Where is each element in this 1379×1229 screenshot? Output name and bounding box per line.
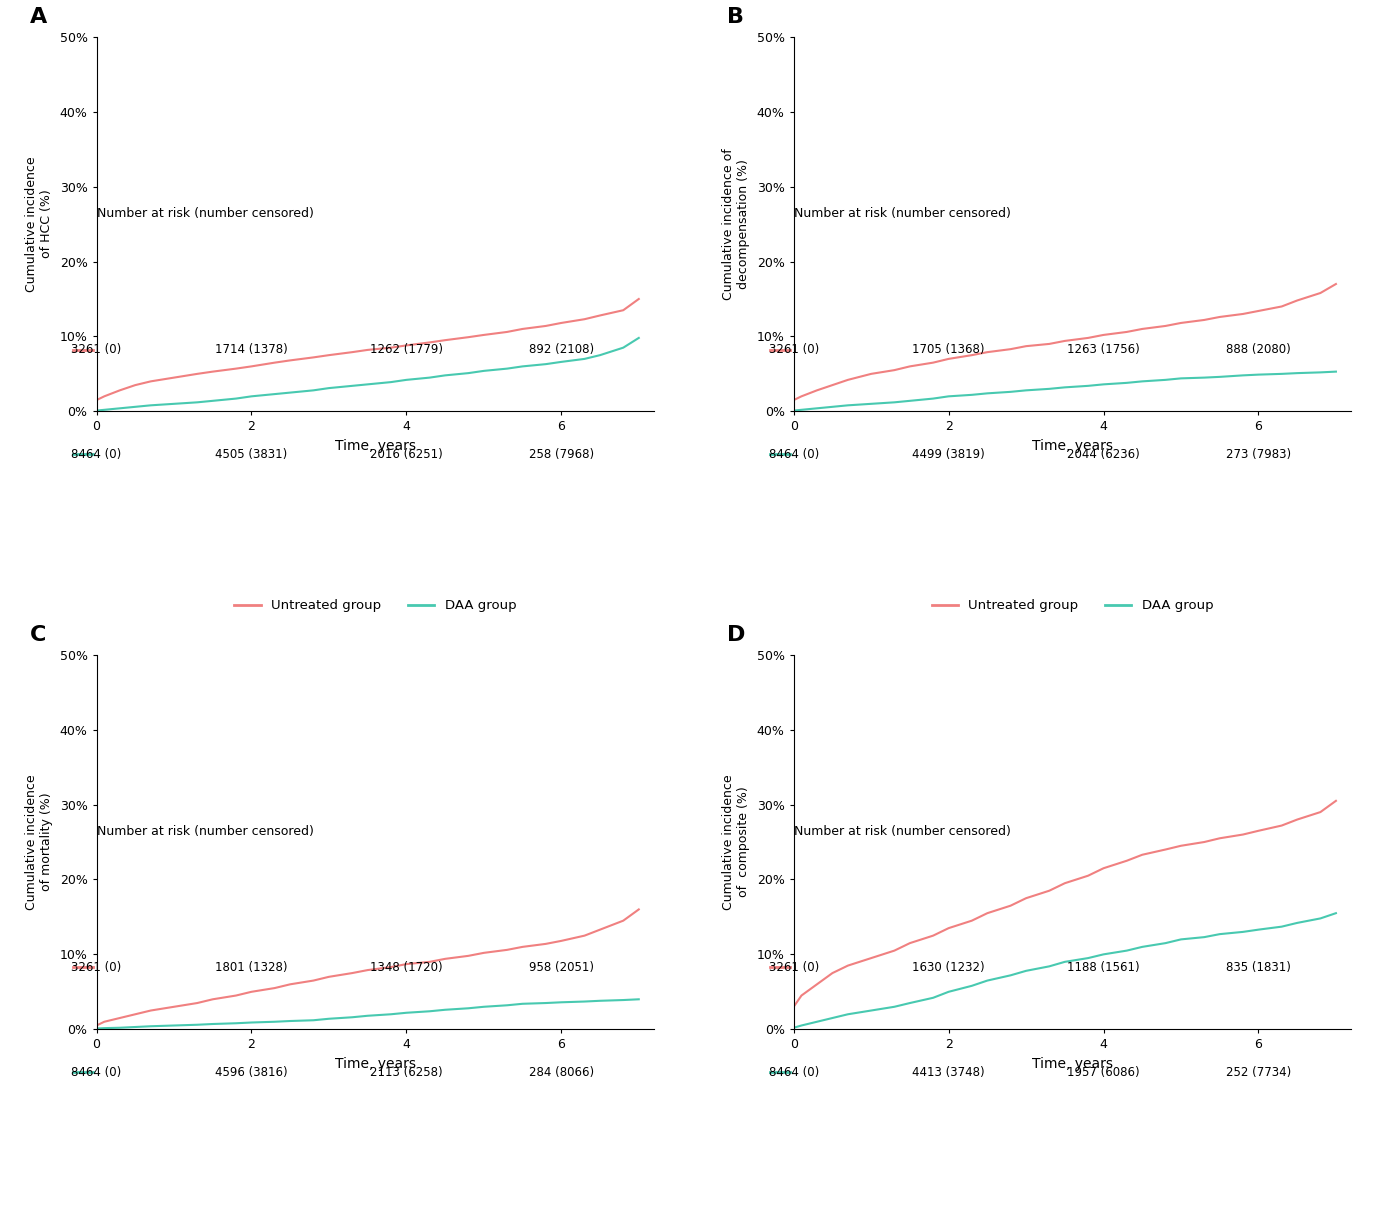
Text: D: D — [727, 624, 745, 645]
Text: 252 (7734): 252 (7734) — [1226, 1066, 1291, 1079]
Text: 892 (2108): 892 (2108) — [528, 343, 594, 356]
Y-axis label: Cumulative incidence
of HCC (%): Cumulative incidence of HCC (%) — [25, 156, 52, 293]
X-axis label: Time, years: Time, years — [1031, 439, 1113, 454]
X-axis label: Time, years: Time, years — [1031, 1057, 1113, 1070]
Text: 2113 (6258): 2113 (6258) — [370, 1066, 443, 1079]
Text: 4413 (3748): 4413 (3748) — [913, 1066, 985, 1079]
Text: 4505 (3831): 4505 (3831) — [215, 447, 288, 461]
Text: 3261 (0): 3261 (0) — [72, 961, 121, 973]
Legend: Untreated group, DAA group: Untreated group, DAA group — [229, 594, 521, 617]
Text: Number at risk (number censored): Number at risk (number censored) — [794, 208, 1011, 220]
Text: 8464 (0): 8464 (0) — [768, 1066, 819, 1079]
Text: 1188 (1561): 1188 (1561) — [1067, 961, 1140, 973]
Text: 258 (7968): 258 (7968) — [528, 447, 594, 461]
Legend: Untreated group, DAA group: Untreated group, DAA group — [927, 594, 1219, 617]
Text: Number at risk (number censored): Number at risk (number censored) — [97, 825, 313, 838]
Text: 1262 (1779): 1262 (1779) — [370, 343, 443, 356]
Text: 2016 (6251): 2016 (6251) — [370, 447, 443, 461]
Text: 1957 (6086): 1957 (6086) — [1067, 1066, 1140, 1079]
Text: 835 (1831): 835 (1831) — [1226, 961, 1291, 973]
Text: C: C — [29, 624, 46, 645]
Text: 8464 (0): 8464 (0) — [72, 447, 121, 461]
Text: 4499 (3819): 4499 (3819) — [913, 447, 985, 461]
Text: A: A — [29, 7, 47, 27]
Text: Number at risk (number censored): Number at risk (number censored) — [794, 825, 1011, 838]
Y-axis label: Cumulative incidence
of mortality (%): Cumulative incidence of mortality (%) — [25, 774, 52, 909]
X-axis label: Time, years: Time, years — [335, 439, 416, 454]
Y-axis label: Cumulative incidence
of  composite (%): Cumulative incidence of composite (%) — [721, 774, 750, 909]
Text: 1263 (1756): 1263 (1756) — [1067, 343, 1140, 356]
Text: 1714 (1378): 1714 (1378) — [215, 343, 288, 356]
Text: 958 (2051): 958 (2051) — [528, 961, 594, 973]
Text: 888 (2080): 888 (2080) — [1226, 343, 1291, 356]
Text: 284 (8066): 284 (8066) — [528, 1066, 594, 1079]
Text: 1348 (1720): 1348 (1720) — [370, 961, 443, 973]
Text: Number at risk (number censored): Number at risk (number censored) — [97, 208, 313, 220]
Text: 273 (7983): 273 (7983) — [1226, 447, 1291, 461]
Text: 2044 (6236): 2044 (6236) — [1067, 447, 1140, 461]
Text: 8464 (0): 8464 (0) — [72, 1066, 121, 1079]
Text: 3261 (0): 3261 (0) — [768, 961, 819, 973]
Text: B: B — [727, 7, 743, 27]
Y-axis label: Cumulative incidence of
decompensation (%): Cumulative incidence of decompensation (… — [721, 149, 750, 300]
Text: 1705 (1368): 1705 (1368) — [913, 343, 985, 356]
Text: 1630 (1232): 1630 (1232) — [913, 961, 985, 973]
Text: 1801 (1328): 1801 (1328) — [215, 961, 288, 973]
Text: 3261 (0): 3261 (0) — [768, 343, 819, 356]
Text: 8464 (0): 8464 (0) — [768, 447, 819, 461]
X-axis label: Time, years: Time, years — [335, 1057, 416, 1070]
Text: 4596 (3816): 4596 (3816) — [215, 1066, 288, 1079]
Text: 3261 (0): 3261 (0) — [72, 343, 121, 356]
